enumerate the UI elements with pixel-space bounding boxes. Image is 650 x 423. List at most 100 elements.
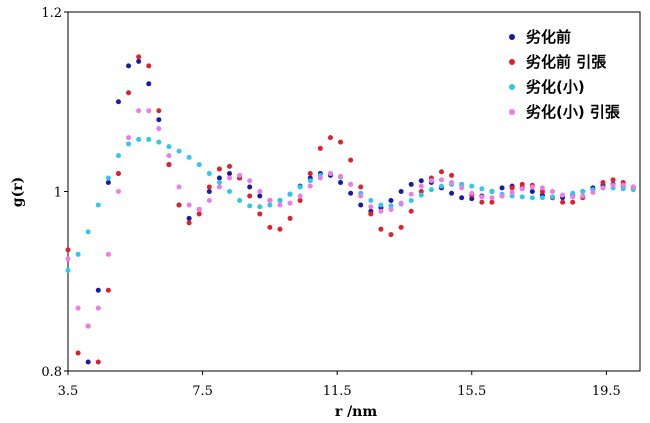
data-point <box>338 173 344 179</box>
x-tick-label: 19.5 <box>592 384 621 399</box>
data-point <box>418 192 424 198</box>
data-point <box>388 203 394 209</box>
data-point <box>459 185 465 191</box>
data-point <box>247 178 253 184</box>
data-point <box>146 108 152 114</box>
data-point <box>398 200 404 206</box>
data-point <box>216 184 222 190</box>
data-point <box>408 197 414 203</box>
data-point <box>95 305 101 311</box>
data-point <box>378 226 384 232</box>
data-point <box>75 251 81 257</box>
data-point <box>156 139 162 145</box>
data-point <box>206 184 212 190</box>
series-2 <box>65 54 636 365</box>
data-point <box>529 195 535 201</box>
data-point <box>65 256 71 262</box>
data-point <box>459 195 465 201</box>
data-point <box>247 184 253 190</box>
data-point <box>418 189 424 194</box>
x-tick-label: 11.5 <box>323 384 352 399</box>
data-point <box>479 186 485 192</box>
data-point <box>539 189 545 194</box>
data-point <box>418 183 424 189</box>
data-point <box>257 204 263 210</box>
data-point <box>267 224 273 230</box>
data-point <box>277 226 283 232</box>
data-point <box>449 190 455 196</box>
data-point <box>408 181 414 187</box>
data-point <box>136 54 142 60</box>
data-point <box>176 184 182 190</box>
data-point <box>166 162 172 168</box>
data-point <box>580 189 586 194</box>
data-point <box>378 202 384 208</box>
data-point <box>297 197 303 203</box>
y-tick-label: 0.8 <box>41 365 62 380</box>
data-point <box>388 197 394 203</box>
data-point <box>449 172 455 178</box>
data-point <box>529 184 535 190</box>
data-point <box>196 162 202 168</box>
data-point <box>499 193 505 199</box>
legend-item: 劣化(小) 引張 <box>509 103 621 121</box>
legend-item: 劣化(小) <box>509 78 585 96</box>
series-4 <box>65 108 636 329</box>
data-point <box>307 171 313 177</box>
data-point <box>620 182 626 188</box>
data-point <box>227 171 233 177</box>
data-point <box>227 189 233 194</box>
data-point <box>610 177 616 183</box>
data-point <box>126 63 132 69</box>
data-point <box>206 189 212 194</box>
data-point <box>368 204 374 210</box>
data-point <box>105 180 111 186</box>
data-point <box>489 199 495 205</box>
data-point <box>469 183 475 189</box>
data-point <box>378 208 384 214</box>
data-point <box>358 193 364 199</box>
series-3 <box>65 136 636 273</box>
data-point <box>348 181 354 187</box>
data-point <box>237 172 243 178</box>
data-point <box>388 232 394 238</box>
legend-marker <box>509 59 515 65</box>
data-point <box>136 108 142 114</box>
data-points <box>65 54 636 365</box>
data-point <box>418 178 424 184</box>
data-point <box>590 189 596 195</box>
data-point <box>499 185 505 191</box>
legend-label: 劣化前 引張 <box>526 53 607 71</box>
y-axis-title: g(r) <box>10 177 26 207</box>
data-point <box>469 196 475 202</box>
data-point <box>247 193 253 199</box>
data-point <box>277 202 283 208</box>
data-point <box>610 182 616 188</box>
data-point <box>327 135 333 141</box>
data-point <box>449 180 455 186</box>
data-point <box>186 215 192 221</box>
data-point <box>186 220 192 226</box>
data-point <box>156 108 162 114</box>
data-point <box>570 194 576 200</box>
legend-label: 劣化(小) 引張 <box>526 103 621 121</box>
data-point <box>479 199 485 205</box>
data-point <box>489 195 495 201</box>
y-tick-label: 1 <box>54 186 62 201</box>
data-point <box>307 178 313 184</box>
legend-item: 劣化前 引張 <box>509 53 607 71</box>
data-point <box>136 58 142 64</box>
data-point <box>105 175 111 181</box>
data-point <box>348 157 354 163</box>
data-point <box>277 197 283 203</box>
x-tick-label: 3.5 <box>58 384 79 399</box>
data-point <box>509 193 515 199</box>
data-point <box>85 323 91 329</box>
data-point <box>75 305 81 311</box>
data-point <box>438 177 444 183</box>
y-tick-label: 1.2 <box>41 6 62 21</box>
data-point <box>156 126 162 132</box>
data-point <box>428 178 434 184</box>
x-axis-title: r /nm <box>335 404 378 420</box>
